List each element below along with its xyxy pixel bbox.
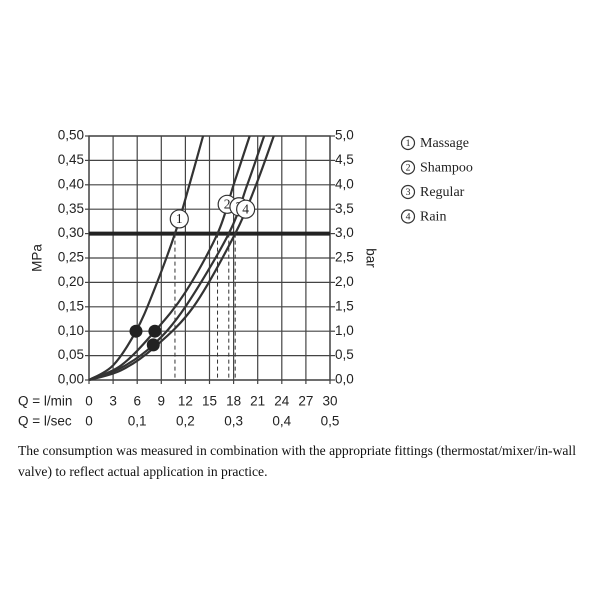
- legend-symbol: 1: [406, 138, 411, 149]
- y-tick-label: 0,40: [58, 176, 84, 191]
- x-tick-label: 3: [109, 394, 117, 409]
- y2-tick-label: 1,5: [335, 298, 354, 313]
- y-tick-label: 0,45: [58, 152, 84, 167]
- y-tick-label: 0,10: [58, 323, 84, 338]
- y-tick-label: 0,50: [58, 128, 84, 143]
- point-marker: [148, 324, 162, 338]
- y2-tick-label: 4,5: [335, 152, 354, 167]
- x2-tick-label: 0,3: [224, 414, 243, 429]
- y-tick-label: 0,05: [58, 347, 84, 362]
- curve-label-circle: [169, 209, 189, 229]
- y-tick-label: 0,25: [58, 250, 84, 265]
- line: [88, 135, 251, 382]
- curve-label-circle: [236, 199, 256, 219]
- x2-tick-label: 0: [85, 414, 93, 429]
- caption: The consumption was measured in combinat…: [18, 443, 576, 479]
- x2-tick-label: 0,5: [321, 414, 340, 429]
- legend-label: Shampoo: [420, 161, 473, 176]
- y-tick-label: 0,20: [58, 274, 84, 289]
- y-tick-label: 0,35: [58, 201, 84, 216]
- y2-tick-label: 4,0: [335, 176, 354, 191]
- y-tick-label: 0,00: [58, 372, 84, 387]
- y2-tick-label: 0,5: [335, 347, 354, 362]
- legend-symbol: 2: [406, 163, 411, 174]
- plot-frame: [88, 135, 331, 381]
- y2-tick-label: 2,5: [335, 250, 354, 265]
- y-tick-label: 0,30: [58, 225, 84, 240]
- x-tick-label: 30: [322, 394, 337, 409]
- legend-symbol-circle: [400, 135, 416, 151]
- line: [88, 135, 266, 382]
- x-tick-label: 6: [133, 394, 141, 409]
- line: [88, 135, 275, 382]
- line: [88, 135, 205, 381]
- y2-tick-label: 0,0: [335, 372, 354, 387]
- legend-symbol-circle: [400, 160, 416, 175]
- legend-symbol-circle: [400, 209, 416, 224]
- x2-tick-label: 0,2: [176, 414, 195, 429]
- x2-tick-label: 0,1: [128, 414, 147, 429]
- legend-symbol: 4: [406, 212, 411, 223]
- curve-label: 1: [176, 211, 183, 226]
- x-tick-label: 12: [178, 394, 193, 409]
- legend-symbol-circle: [400, 184, 416, 200]
- x-tick-label: 27: [298, 394, 313, 409]
- legend-label: Regular: [420, 185, 465, 200]
- legend-symbol: 3: [406, 187, 411, 198]
- x2-axis-label: Q = l/sec: [18, 414, 72, 429]
- y2-tick-label: 5,0: [335, 128, 354, 143]
- y2-tick-label: 3,5: [335, 201, 354, 216]
- curve-label: 2: [224, 196, 231, 211]
- y-axis-label: MPa: [30, 244, 45, 272]
- x-tick-label: 24: [274, 394, 290, 409]
- x-tick-label: 21: [250, 394, 265, 409]
- point-marker: [129, 324, 143, 338]
- point-marker: [146, 338, 160, 352]
- y2-tick-label: 2,0: [335, 274, 354, 289]
- chart: MPa bar Q = l/min Q = l/sec 0,000,050,10…: [18, 128, 473, 429]
- x2-tick-label: 0,4: [272, 414, 291, 429]
- y2-axis-label: bar: [363, 248, 378, 268]
- y2-tick-label: 3,0: [335, 225, 354, 240]
- curve-label: 4: [242, 201, 249, 216]
- y-tick-label: 0,15: [58, 298, 84, 313]
- legend-label: Rain: [420, 210, 446, 225]
- x-tick-label: 0: [85, 394, 93, 409]
- x-tick-label: 15: [202, 394, 217, 409]
- x-tick-label: 18: [226, 394, 241, 409]
- x-tick-label: 9: [158, 394, 166, 409]
- y2-tick-label: 1,0: [335, 323, 354, 338]
- x-axis-label: Q = l/min: [18, 394, 72, 409]
- legend-label: Massage: [420, 136, 469, 151]
